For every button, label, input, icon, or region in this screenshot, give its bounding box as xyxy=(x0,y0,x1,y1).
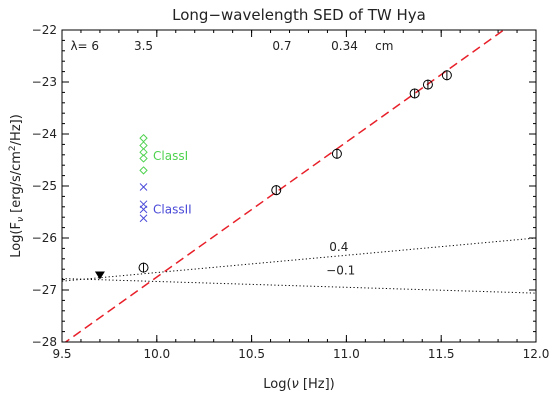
class1-point xyxy=(139,133,148,143)
x-tick-label: 10.5 xyxy=(238,347,265,361)
class1-point xyxy=(139,166,148,175)
y-tick-label: −26 xyxy=(32,231,57,245)
marks-layer: 0.4 −0.1 ClassI ClassII λ= 6 3.5 0.7 0.34 cm xyxy=(70,39,452,280)
wavelength-label: 0.7 xyxy=(272,39,291,53)
y-tick-label: −28 xyxy=(32,335,57,349)
class2-cross-stroke xyxy=(139,214,148,223)
x-tick-label: 11.0 xyxy=(333,347,360,361)
y-axis-label: Log(Fν [erg/s/cm2/Hz]) xyxy=(8,114,26,258)
class2-point xyxy=(139,183,148,191)
class1-point xyxy=(139,154,148,163)
wavelength-label: 3.5 xyxy=(134,39,153,53)
x-tick-label: 12.0 xyxy=(523,347,550,361)
x-tick-label: 9.5 xyxy=(52,347,71,361)
wavelength-label: cm xyxy=(375,39,393,53)
y-tick-label: −24 xyxy=(32,127,57,141)
wavelength-label: 0.34 xyxy=(331,39,358,53)
axes-layer: 9.5 10.0 10.5 11.0 11.5 12.0 −28 −27 −26 −25 −24 −2… xyxy=(32,23,550,361)
class2-point xyxy=(139,214,148,223)
x-tick-label: 10.0 xyxy=(143,347,170,361)
plot-region xyxy=(62,30,536,342)
x-axis-label: Log(ν [Hz]) xyxy=(263,377,335,392)
chart-title: Long−wavelength SED of TW Hya xyxy=(172,6,426,24)
plot-frame xyxy=(61,29,537,343)
class1-point xyxy=(139,141,148,150)
slope-line xyxy=(62,278,536,294)
class1-point xyxy=(139,147,148,157)
slope-label: −0.1 xyxy=(326,263,355,277)
fit-line xyxy=(64,30,505,342)
class2-label: ClassII xyxy=(153,202,192,216)
y-tick-label: −22 xyxy=(32,23,57,37)
y-tick-label: −25 xyxy=(32,179,57,193)
wavelength-label: λ= 6 xyxy=(70,39,99,53)
y-tick-label: −23 xyxy=(32,75,57,89)
y-tick-label: −27 xyxy=(32,283,57,297)
class1-label: ClassI xyxy=(153,149,188,163)
class2-cross-stroke xyxy=(139,183,148,191)
x-tick-label: 11.5 xyxy=(428,347,455,361)
class2-point xyxy=(139,205,148,214)
upper-limit-point xyxy=(94,271,105,280)
slope-line xyxy=(62,237,536,282)
class2-cross-stroke xyxy=(139,205,148,214)
slope-label: 0.4 xyxy=(329,240,348,254)
